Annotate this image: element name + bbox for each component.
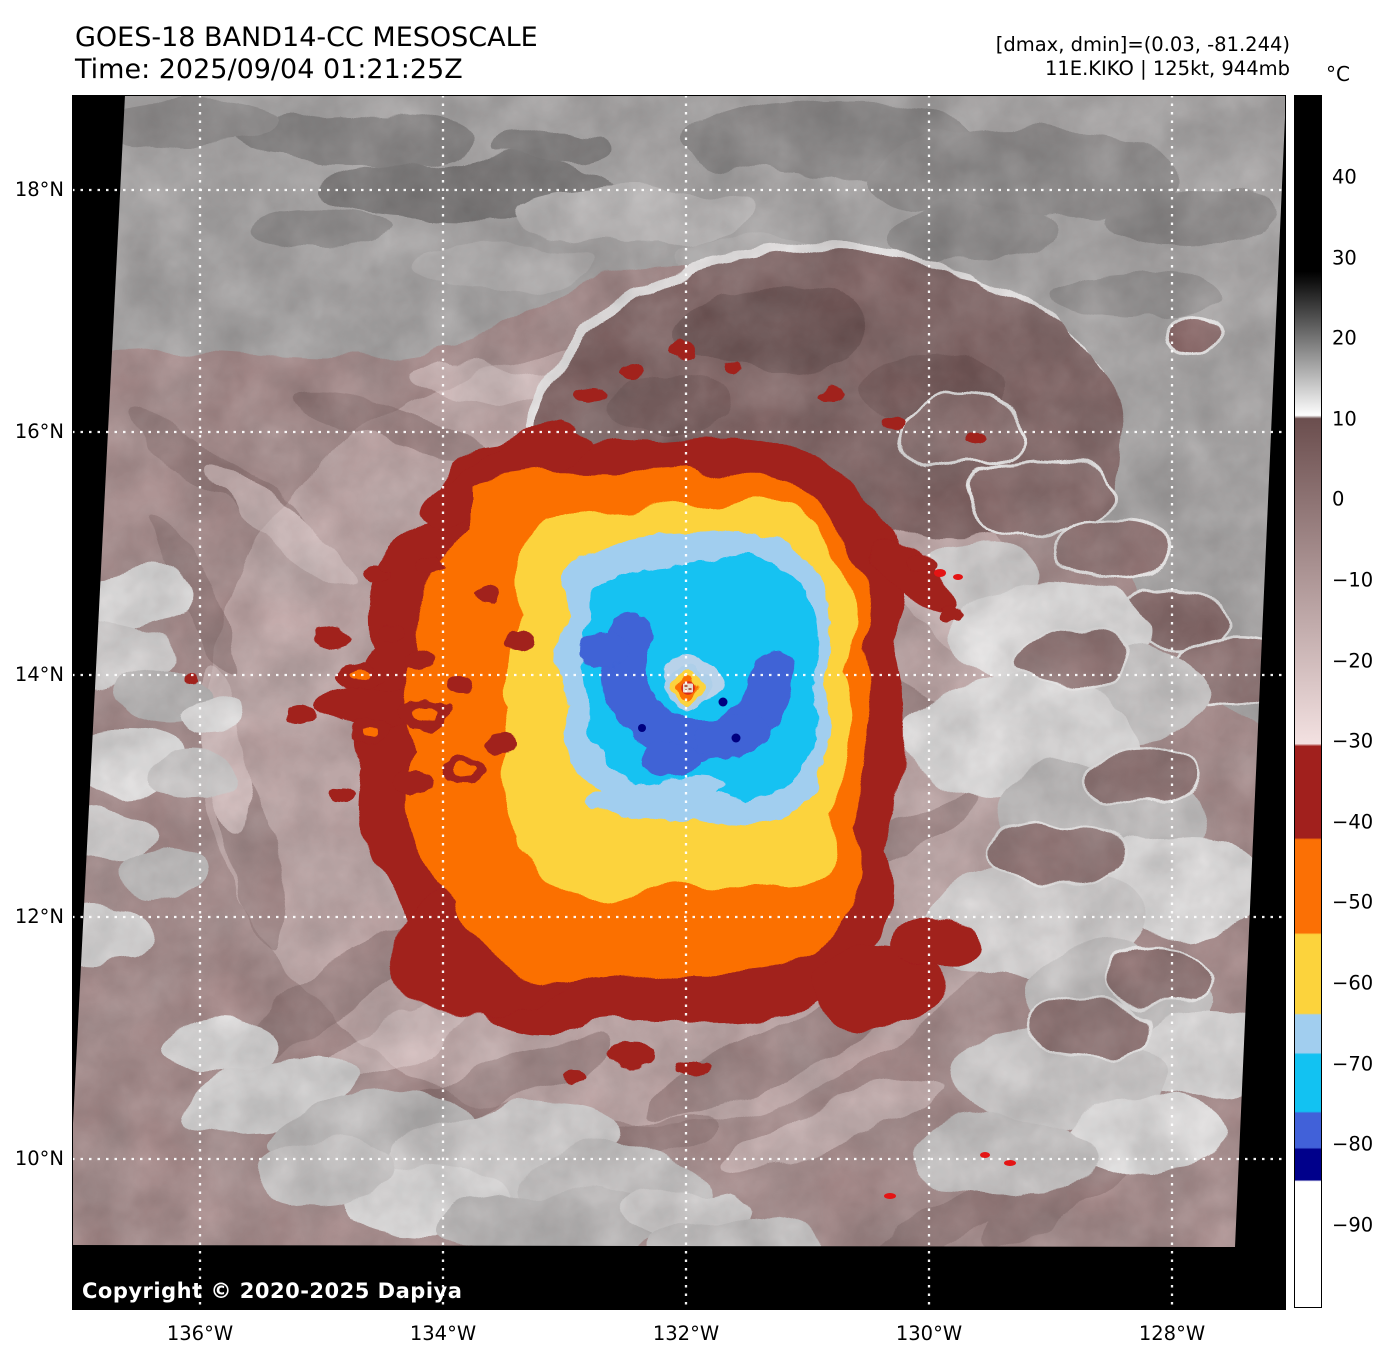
colorbar-tick-label: −10	[1332, 568, 1374, 592]
lon-tick-label: 132°W	[652, 1322, 720, 1345]
colorbar-tick-label: 20	[1332, 326, 1357, 350]
colorbar-tick-label: −60	[1332, 971, 1374, 995]
bright-red-dots	[884, 569, 1016, 1199]
lat-tick-label: 18°N	[14, 178, 64, 202]
copyright-watermark: Copyright © 2020-2025 Dapiya	[82, 1279, 463, 1303]
colorbar-gradient	[1295, 96, 1321, 1307]
satellite-image	[72, 95, 1286, 1310]
lat-tick-label: 12°N	[14, 905, 64, 929]
lon-tick-label: 136°W	[166, 1322, 234, 1345]
colorbar-tick-label: 40	[1332, 165, 1357, 189]
lat-tick-label: 14°N	[14, 663, 64, 687]
image-title: GOES-18 BAND14-CC MESOSCALE	[75, 22, 538, 53]
title-block: GOES-18 BAND14-CC MESOSCALE Time: 2025/09…	[75, 22, 538, 86]
colorbar-tick-label: 30	[1332, 246, 1357, 270]
dmax-dmin-readout: [dmax, dmin]=(0.03, -81.244)	[995, 33, 1290, 56]
lon-tick-label: 130°W	[895, 1322, 963, 1345]
colorbar-tick-label: −80	[1332, 1132, 1374, 1156]
hurricane	[184, 343, 1016, 1199]
lon-tick-label: 134°W	[409, 1322, 477, 1345]
swirl-minus75-blue	[602, 611, 796, 764]
storm-intensity-readout: 11E.KIKO | 125kt, 944mb	[1044, 56, 1290, 80]
colorbar-tick-label: −40	[1332, 810, 1374, 834]
colorbar-tick-label: −20	[1332, 649, 1374, 673]
lon-tick-label: 128°W	[1138, 1322, 1206, 1345]
navy-dots	[638, 697, 741, 743]
image-timestamp: Time: 2025/09/04 01:21:25Z	[75, 54, 463, 85]
lightblue-streaks	[587, 778, 762, 825]
colorbar-tick-label: 10	[1332, 407, 1357, 431]
colorbar-tick-label: −70	[1332, 1052, 1374, 1076]
lat-tick-label: 16°N	[14, 420, 64, 444]
colorbar-tick-label: −30	[1332, 729, 1374, 753]
colorbar-tick-label: −50	[1332, 890, 1374, 914]
satellite-map	[72, 95, 1286, 1310]
outer-band-cells	[184, 343, 1016, 1199]
colorbar-tick-label: −90	[1332, 1213, 1374, 1237]
colorbar-unit-label: °C	[1326, 62, 1350, 86]
lat-tick-label: 10°N	[14, 1147, 64, 1171]
colorbar-tick-label: 0	[1332, 487, 1345, 511]
hurricane-eye	[665, 656, 723, 709]
gridlines	[72, 95, 1286, 1310]
stats-block: [dmax, dmin]=(0.03, -81.244) 11E.KIKO | 1…	[996, 33, 1290, 80]
colorbar	[1294, 95, 1322, 1308]
